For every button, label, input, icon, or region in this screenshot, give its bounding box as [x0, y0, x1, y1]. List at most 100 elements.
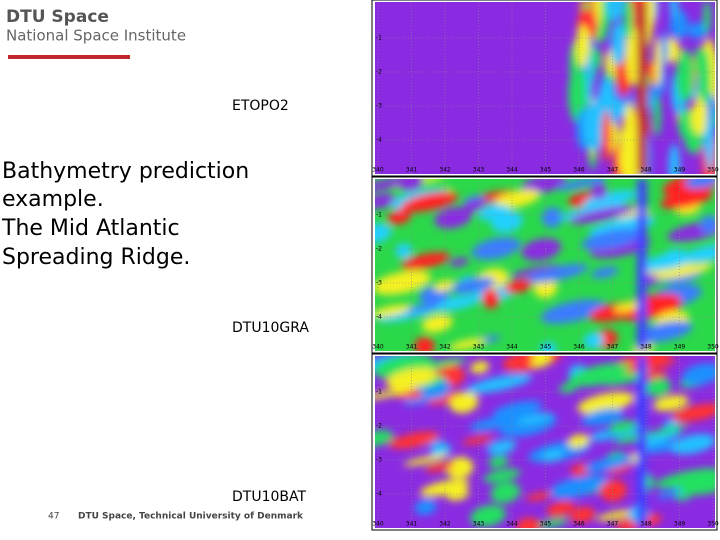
x-axis-label: 350 — [707, 521, 719, 528]
x-axis-label: 340 — [372, 167, 384, 174]
image-blob — [654, 263, 714, 280]
image-blob — [520, 179, 566, 194]
image-blob — [424, 462, 454, 473]
x-axis-label: 345 — [540, 344, 552, 351]
x-axis-label: 345 — [540, 167, 552, 174]
ridge — [637, 2, 647, 174]
x-axis-label: 349 — [674, 521, 686, 528]
image-blob — [646, 377, 671, 397]
image-blob — [432, 295, 481, 312]
image-blob — [577, 391, 635, 415]
y-axis-label: -3 — [376, 457, 382, 464]
panel-image — [375, 2, 715, 174]
y-axis-label: -1 — [376, 389, 382, 396]
image-blob — [385, 367, 437, 390]
x-axis-label: 340 — [372, 344, 384, 351]
image-blob — [680, 242, 715, 263]
image-blob — [494, 189, 541, 209]
image-blob — [612, 141, 621, 174]
image-blob — [555, 179, 603, 191]
image-blob — [623, 2, 634, 40]
image-blob — [449, 392, 479, 414]
image-blob — [434, 207, 472, 229]
image-blob — [469, 416, 515, 431]
y-axis-label: -1 — [376, 212, 382, 219]
y-axis-label: -2 — [376, 246, 382, 253]
image-blob — [504, 278, 533, 294]
image-blobs — [375, 356, 715, 528]
image-blob — [581, 228, 642, 251]
panel-label: ETOPO2 — [232, 98, 289, 114]
image-blob — [483, 468, 521, 483]
x-axis-label: 347 — [607, 344, 619, 351]
x-axis-label: 349 — [674, 344, 686, 351]
image-blob — [681, 363, 715, 385]
image-blob — [560, 475, 610, 494]
x-axis-label: 348 — [640, 167, 652, 174]
image-blob — [537, 518, 568, 528]
image-blob — [465, 373, 532, 394]
x-axis-label: 341 — [406, 167, 418, 174]
image-blob — [492, 400, 543, 419]
image-blob — [546, 501, 575, 516]
image-blob — [482, 288, 500, 309]
image-blob — [486, 439, 517, 455]
image-blob — [477, 204, 511, 221]
image-blob — [618, 293, 682, 319]
image-blob — [516, 517, 540, 528]
image-blob — [541, 449, 565, 463]
image-blob — [703, 2, 711, 35]
x-axis-label: 350 — [707, 167, 719, 174]
image-blob — [427, 391, 465, 405]
image-blob — [651, 425, 687, 436]
x-axis-label: 349 — [674, 167, 686, 174]
image-blob — [605, 2, 624, 22]
image-blob — [567, 434, 590, 448]
x-axis-label: 346 — [573, 521, 585, 528]
image-blob — [590, 236, 651, 258]
image-blob — [694, 46, 705, 76]
x-axis-label: 343 — [473, 167, 485, 174]
image-blob — [679, 473, 715, 496]
image-blob — [375, 387, 417, 402]
x-axis-label: 343 — [473, 344, 485, 351]
image-blob — [684, 179, 715, 189]
x-axis-label: 347 — [607, 521, 619, 528]
panel-image — [375, 356, 715, 528]
image-blob — [707, 94, 715, 124]
image-blob — [601, 110, 612, 163]
image-blob — [690, 100, 709, 135]
logo-title: DTU Space — [6, 7, 109, 27]
image-blob — [414, 499, 437, 515]
y-axis-label: -2 — [376, 423, 382, 430]
image-blob — [446, 488, 470, 501]
x-axis-label: 348 — [640, 344, 652, 351]
x-axis-label: 343 — [473, 521, 485, 528]
image-blob — [449, 257, 469, 267]
image-blob — [614, 301, 641, 312]
panel-label: DTU10BAT — [232, 489, 306, 505]
image-blob — [488, 455, 509, 468]
image-blob — [699, 215, 715, 234]
image-blob — [583, 103, 605, 150]
image-blob — [490, 482, 521, 504]
x-axis-label: 344 — [506, 344, 518, 351]
ridge — [637, 356, 647, 528]
image-blob — [516, 356, 535, 365]
panel-image — [375, 179, 715, 351]
image-blob — [540, 299, 606, 324]
image-blob — [653, 36, 662, 86]
image-blob — [583, 190, 637, 208]
x-axis-label: 348 — [640, 521, 652, 528]
image-blob — [398, 179, 423, 192]
image-blob — [619, 125, 639, 151]
image-blob — [626, 26, 640, 85]
image-blob — [539, 342, 557, 351]
image-blob — [655, 468, 715, 489]
image-blob — [670, 433, 715, 455]
y-axis-label: -3 — [376, 103, 382, 110]
y-axis-label: -4 — [376, 491, 382, 498]
x-axis-label: 342 — [439, 344, 451, 351]
image-blob — [653, 94, 661, 137]
y-axis-label: -4 — [376, 314, 382, 321]
